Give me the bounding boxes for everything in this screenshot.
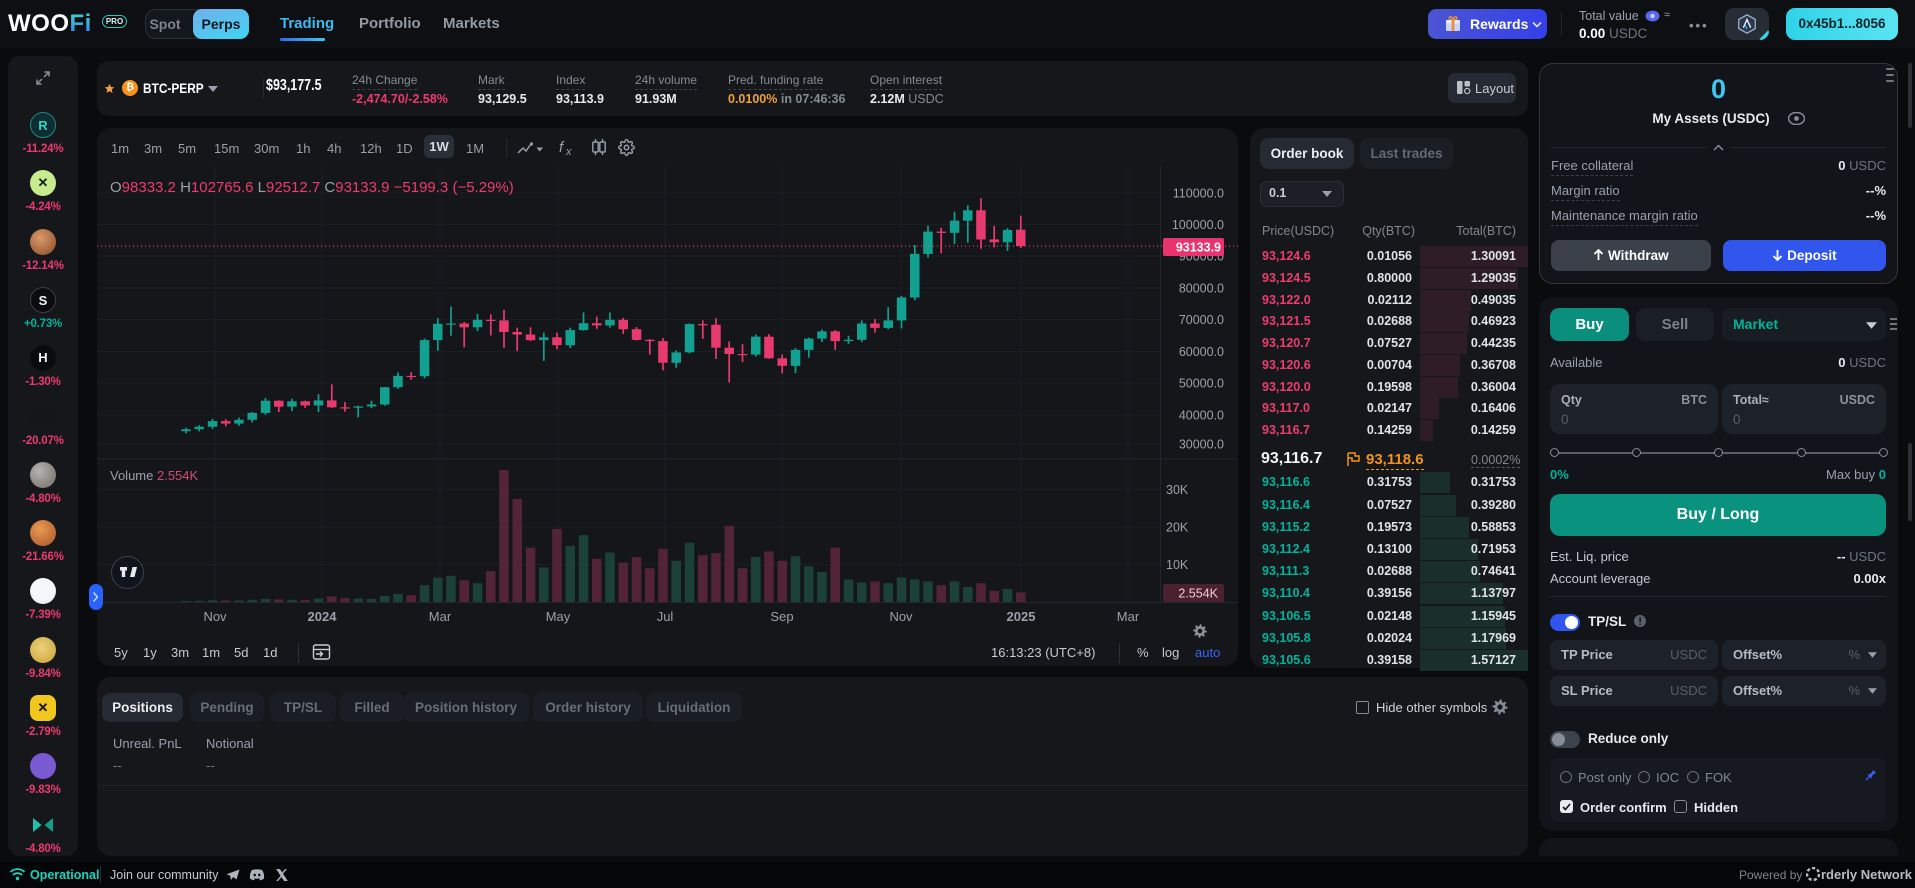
svg-text:80000.0: 80000.0 (1179, 282, 1224, 296)
svg-text:Mar: Mar (429, 609, 452, 624)
svg-text:30000.0: 30000.0 (1179, 438, 1224, 452)
svg-text:Sep: Sep (770, 609, 793, 624)
svg-text:10K: 10K (1166, 558, 1189, 572)
svg-text:60000.0: 60000.0 (1179, 345, 1224, 359)
svg-text:2.554K: 2.554K (1178, 587, 1218, 601)
svg-text:50000.0: 50000.0 (1179, 377, 1224, 391)
svg-text:Nov: Nov (203, 609, 227, 624)
svg-text:100000.0: 100000.0 (1172, 218, 1224, 232)
svg-text:May: May (546, 609, 571, 624)
svg-text:93133.9: 93133.9 (1176, 241, 1221, 255)
svg-text:2025: 2025 (1007, 609, 1036, 624)
svg-text:30K: 30K (1166, 483, 1189, 497)
svg-text:Mar: Mar (1117, 609, 1140, 624)
svg-text:20K: 20K (1166, 521, 1189, 535)
svg-text:Jul: Jul (657, 609, 674, 624)
svg-text:40000.0: 40000.0 (1179, 409, 1224, 423)
svg-text:x: x (565, 146, 572, 157)
svg-text:70000.0: 70000.0 (1179, 313, 1224, 327)
svg-text:110000.0: 110000.0 (1173, 187, 1224, 201)
svg-text:f: f (559, 139, 565, 156)
svg-text:2024: 2024 (308, 609, 338, 624)
svg-text:Nov: Nov (889, 609, 913, 624)
